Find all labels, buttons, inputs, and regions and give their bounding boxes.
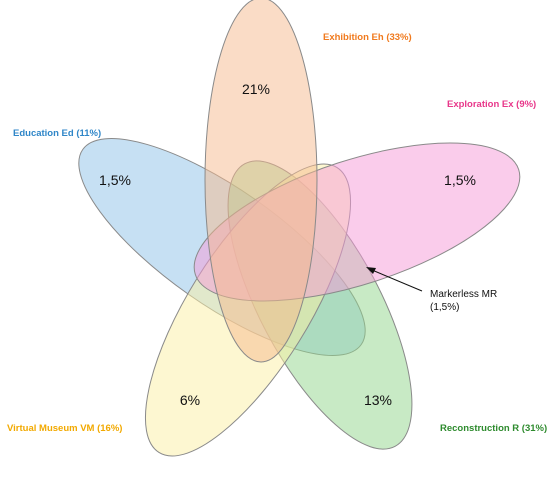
education-label: Education Ed (11%): [13, 128, 101, 139]
education-value: 1,5%: [99, 172, 131, 188]
annotation-line1: Markerless MR: [430, 289, 497, 300]
virtual-museum-value: 6%: [180, 392, 200, 408]
set-ellipses: [78, 0, 521, 457]
virtual-museum-label: Virtual Museum VM (16%): [7, 423, 122, 434]
annotation-arrowhead: [366, 267, 376, 274]
exhibition-value: 21%: [242, 81, 270, 97]
annotation-line2: (1,5%): [430, 302, 459, 313]
exhibition-label: Exhibition Eh (33%): [323, 32, 412, 43]
reconstruction-label: Reconstruction R (31%): [440, 423, 547, 434]
exploration-label: Exploration Ex (9%): [447, 99, 536, 110]
reconstruction-value: 13%: [364, 392, 392, 408]
exhibition-ellipse: [204, 0, 318, 363]
center-annotation: Markerless MR (1,5%): [366, 267, 497, 313]
annotation-arrow-line: [371, 269, 423, 292]
exploration-value: 1,5%: [444, 172, 476, 188]
